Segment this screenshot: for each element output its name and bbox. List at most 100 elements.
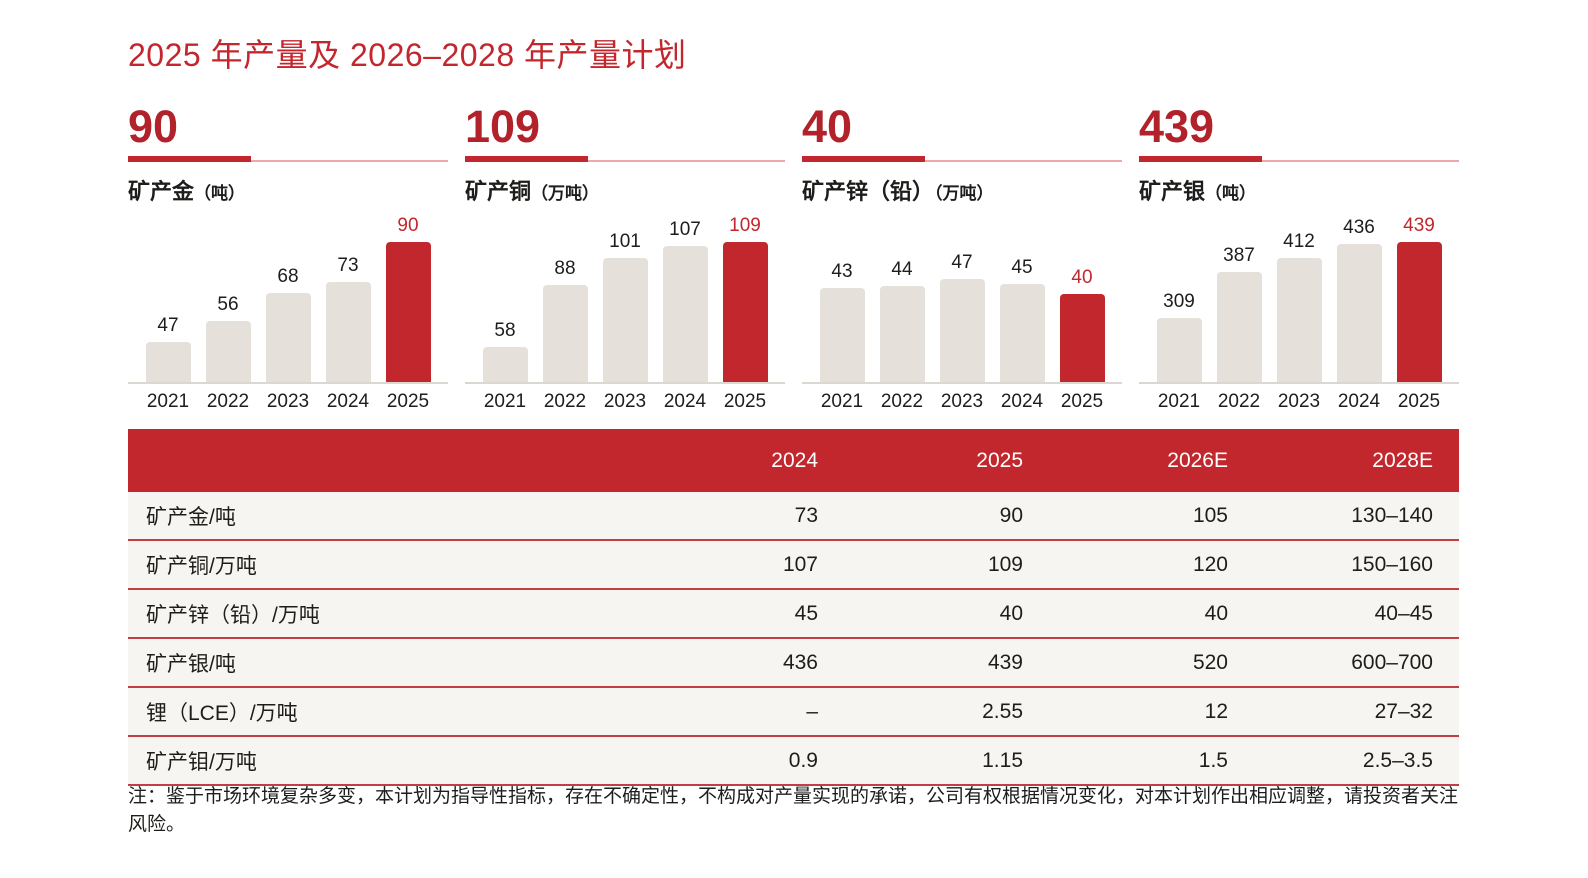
bar-column: 47 [939, 252, 985, 382]
row-label: 矿产锌（铅）/万吨 [146, 603, 320, 627]
bar [265, 293, 311, 382]
column-header: 2026E [1167, 448, 1228, 472]
chart-card: 109 矿产铜（万吨） 58 88 101 107 109 2021 2022 2023 20… [465, 104, 785, 413]
bar-column: 439 [1396, 215, 1442, 382]
bar-column: 309 [1156, 291, 1202, 382]
table-row: 矿产钼/万吨 0.9 1.15 1.5 2.5–3.5 [128, 737, 1459, 786]
table-row: 锂（LCE）/万吨 – 2.55 12 27–32 [128, 688, 1459, 737]
table-cell: 107 [782, 552, 818, 576]
headline-rule-thick [1139, 156, 1263, 162]
bar [939, 279, 985, 382]
bar-value-label: 109 [729, 215, 761, 236]
table-cell: 40–45 [1374, 601, 1433, 625]
table-cell: 40 [999, 601, 1023, 625]
bar [482, 347, 528, 382]
chart-metric-label: 矿产银 [1139, 179, 1206, 204]
table-row: 矿产金/吨 73 90 105 130–140 [128, 492, 1459, 541]
chart-metric-label: 矿产金 [128, 179, 195, 204]
bar-column: 45 [999, 257, 1045, 382]
headline-rule-thin [1139, 160, 1459, 162]
bar [662, 246, 708, 382]
axis-year-label: 2022 [543, 391, 587, 412]
bar [145, 342, 191, 382]
bar-value-label: 436 [1343, 217, 1375, 238]
axis-year-label: 2022 [880, 391, 924, 412]
chart-metric-label: 矿产锌（铅） [802, 179, 935, 204]
years-row: 2021 2022 2023 2024 2025 [802, 391, 1122, 413]
bar [325, 282, 371, 382]
bar-value-label: 88 [554, 258, 576, 279]
headline-rule [802, 156, 1122, 162]
bar-column: 43 [819, 261, 865, 382]
axis-year-label: 2022 [206, 391, 250, 412]
table-cell: 520 [1192, 650, 1228, 674]
table-cell: 150–160 [1351, 552, 1433, 576]
chart-headline: 40 [802, 101, 853, 152]
headline-rule-thin [128, 160, 448, 162]
table-cell: 27–32 [1374, 699, 1433, 723]
bars-row: 58 88 101 107 109 [465, 212, 785, 384]
axis-year-label: 2025 [386, 391, 430, 412]
headline-rule-thick [128, 156, 252, 162]
headline-rule [1139, 156, 1459, 162]
highlight-bar [722, 242, 768, 382]
bar-value-label: 101 [609, 231, 641, 252]
axis-year-label: 2021 [483, 391, 527, 412]
bar-column: 68 [265, 266, 311, 382]
table-cell: 109 [987, 552, 1023, 576]
bar [1276, 258, 1322, 382]
bar-value-label: 107 [669, 219, 701, 240]
axis-year-label: 2024 [1337, 391, 1381, 412]
bar-column: 387 [1216, 245, 1262, 382]
table-cell: 12 [1204, 699, 1228, 723]
table-cell: 130–140 [1351, 503, 1433, 527]
row-label: 矿产铜/万吨 [146, 554, 257, 578]
axis-year-label: 2021 [820, 391, 864, 412]
highlight-bar [1059, 294, 1105, 382]
bar-value-label: 439 [1403, 215, 1435, 236]
bar [1156, 318, 1202, 382]
highlight-bar [385, 242, 431, 382]
table-row: 矿产铜/万吨 107 109 120 150–160 [128, 541, 1459, 590]
chart-card: 40 矿产锌（铅）（万吨） 43 44 47 45 40 2021 2022 2023 202… [802, 104, 1122, 413]
bar-column: 47 [145, 315, 191, 382]
bar-column: 73 [325, 255, 371, 382]
bar-column: 109 [722, 215, 768, 382]
table-cell: 2.5–3.5 [1362, 748, 1433, 772]
table-cell: 40 [1204, 601, 1228, 625]
table-row: 矿产锌（铅）/万吨 45 40 40 40–45 [128, 590, 1459, 639]
axis-year-label: 2021 [146, 391, 190, 412]
bar [602, 258, 648, 382]
column-header: 2028E [1372, 448, 1433, 472]
axis-year-label: 2023 [603, 391, 647, 412]
axis-year-label: 2023 [266, 391, 310, 412]
column-header: 2025 [976, 448, 1023, 472]
table-cell: 0.9 [788, 748, 818, 772]
chart-headline: 109 [465, 101, 541, 152]
table-header-row: 2024 2025 2026E 2028E [128, 429, 1459, 492]
production-plan-table: 2024 2025 2026E 2028E 矿产金/吨 73 90 105 130–140 矿产… [128, 429, 1459, 786]
bar-value-label: 412 [1283, 231, 1315, 252]
bars-row: 47 56 68 73 90 [128, 212, 448, 384]
bar-column: 107 [662, 219, 708, 382]
bar [819, 288, 865, 382]
bar-value-label: 45 [1011, 257, 1033, 278]
bar-value-label: 58 [494, 320, 516, 341]
bar [542, 285, 588, 382]
table-cell: 1.15 [982, 748, 1023, 772]
bar [879, 286, 925, 382]
years-row: 2021 2022 2023 2024 2025 [465, 391, 785, 413]
bar [1336, 244, 1382, 382]
bar-column: 101 [602, 231, 648, 382]
bar-value-label: 68 [277, 266, 299, 287]
years-row: 2021 2022 2023 2024 2025 [128, 391, 448, 413]
chart-title: 矿产银（吨） [1139, 174, 1459, 206]
bars-row: 309 387 412 436 439 [1139, 212, 1459, 384]
bar-column: 88 [542, 258, 588, 382]
headline-rule [465, 156, 785, 162]
chart-unit-label: （万吨） [531, 184, 600, 203]
axis-year-label: 2025 [723, 391, 767, 412]
bar-value-label: 47 [157, 315, 179, 336]
axis-year-label: 2025 [1397, 391, 1441, 412]
table-cell: 105 [1192, 503, 1228, 527]
